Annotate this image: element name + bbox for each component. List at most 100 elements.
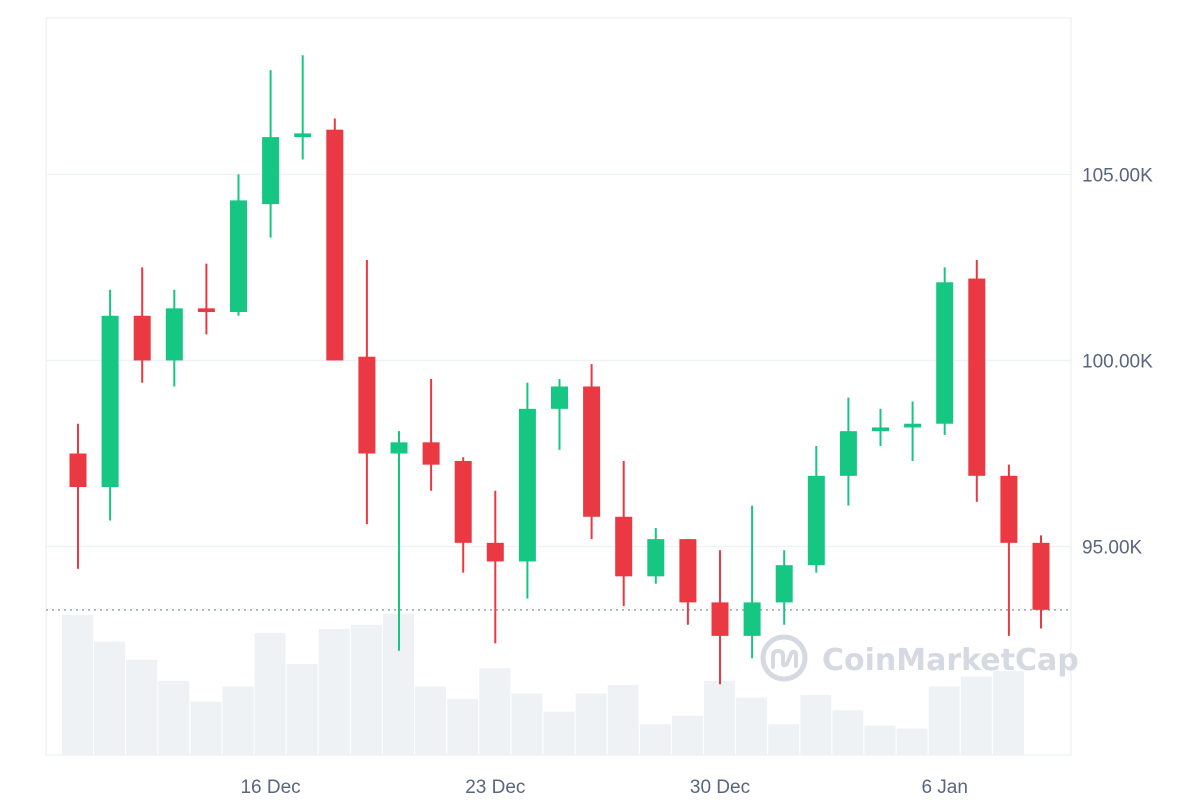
x-tick-label: 16 Dec [240,777,300,798]
x-axis-labels: 16 Dec 23 Dec 30 Dec 6 Jan [240,777,967,798]
candle [775,550,793,625]
volume-bar [960,676,992,755]
candle [390,431,408,651]
volume-bar [607,685,639,755]
volume-bar [254,633,286,755]
candle [1000,464,1018,636]
volume-bar [415,686,447,755]
x-tick-label: 23 Dec [465,777,525,798]
candle-body [294,133,312,138]
candle-body [711,602,729,636]
x-tick-label: 30 Dec [690,777,750,798]
candle-body [326,129,344,361]
gridlines [46,173,1071,548]
candle-body [133,315,151,361]
candle [358,259,376,525]
candle-body [839,431,857,476]
volume-bar [222,686,254,755]
candle-body [518,408,536,562]
candle [422,379,440,491]
candle [615,460,633,607]
volume-bar [736,697,768,755]
candle-body [197,308,215,313]
coinmarketcap-logo-icon [760,634,808,682]
volume-bar [190,701,222,755]
volume-bars [62,613,1024,755]
candle-body [69,453,87,487]
candle-body [679,539,697,603]
candle-body [551,386,568,409]
candle-body [262,137,280,205]
candle-body [807,475,825,566]
candle-body [230,200,247,313]
candle [839,397,857,506]
volume-bar [94,641,126,755]
y-axis-labels: 95.00K 100.00K 105.00K [1082,165,1153,558]
volume-bar [639,724,671,755]
volume-bar [768,724,800,755]
candle-body [101,315,119,487]
volume-bar [543,711,575,755]
candle [101,289,119,521]
candle [807,446,825,573]
candle [936,267,954,435]
volume-bar [158,680,190,755]
candle-body [936,282,954,424]
volume-bar [896,728,928,755]
candle [904,401,922,461]
candle-body [583,386,601,517]
candle [518,382,536,599]
candle-body [454,460,472,543]
watermark: CoinMarketCap [760,634,1079,682]
volume-bar [447,699,479,755]
volume-bar [575,693,607,755]
candle [743,505,761,659]
candle-body [390,442,408,454]
candle [326,118,344,361]
candle-body [647,539,665,577]
volume-bar [511,693,543,755]
candle [262,70,280,238]
candle-body [165,308,183,361]
candle-body [422,442,440,465]
y-tick-label: 100.00K [1082,351,1153,372]
candle [551,379,568,450]
candle-body [1032,542,1050,610]
candle-body [743,602,761,636]
candle [1032,535,1050,629]
volume-bar [318,629,350,755]
volume-bar [864,725,896,755]
candles [69,55,1050,685]
volume-bar [671,715,703,755]
volume-bar [992,671,1024,755]
candle [486,490,504,644]
y-tick-label: 95.00K [1082,538,1143,559]
candle [968,259,986,502]
candle [711,550,729,685]
volume-bar [479,668,511,755]
volume-bar [928,686,960,755]
volume-bar [800,694,832,755]
candle [454,457,472,573]
candle [294,55,312,160]
candle [133,267,151,383]
volume-bar [704,680,735,755]
candle-body [1000,475,1018,543]
volume-bar [832,710,864,755]
candle [165,289,183,387]
candle-body [358,356,376,454]
candle-body [968,278,986,476]
candle-body [872,427,889,432]
candle [583,364,601,540]
candle [872,408,889,447]
candle [69,423,87,569]
watermark-text: CoinMarketCap [822,643,1079,678]
candle-body [486,542,504,562]
x-tick-label: 6 Jan [921,777,967,798]
volume-bar [126,659,158,755]
volume-bar [350,624,382,755]
candle [197,263,215,335]
candle [230,174,247,316]
volume-bar [286,664,318,755]
